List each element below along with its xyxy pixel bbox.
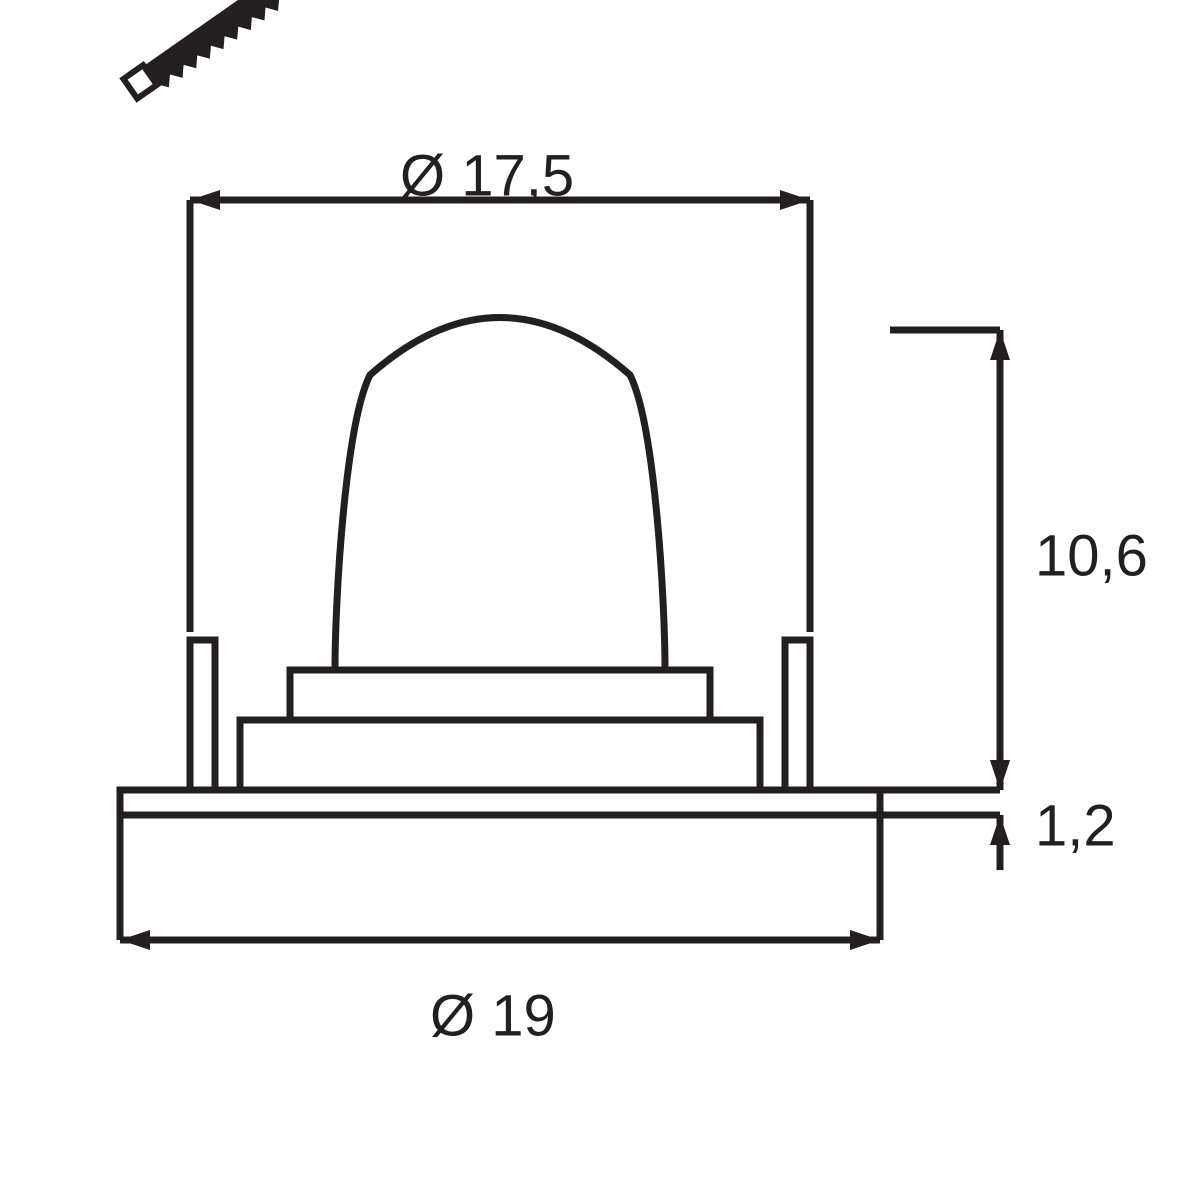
dim-outer-diameter: Ø 19 — [430, 983, 556, 1048]
saw-icon — [123, 0, 284, 106]
dimension-drawing: Ø 17,5 Ø 19 10,6 1,2 — [0, 0, 1200, 1200]
dim-cutout-diameter: Ø 17,5 — [400, 143, 574, 208]
dim-flange-thickness: 1,2 — [1035, 793, 1116, 858]
dim-height: 10,6 — [1035, 523, 1148, 588]
